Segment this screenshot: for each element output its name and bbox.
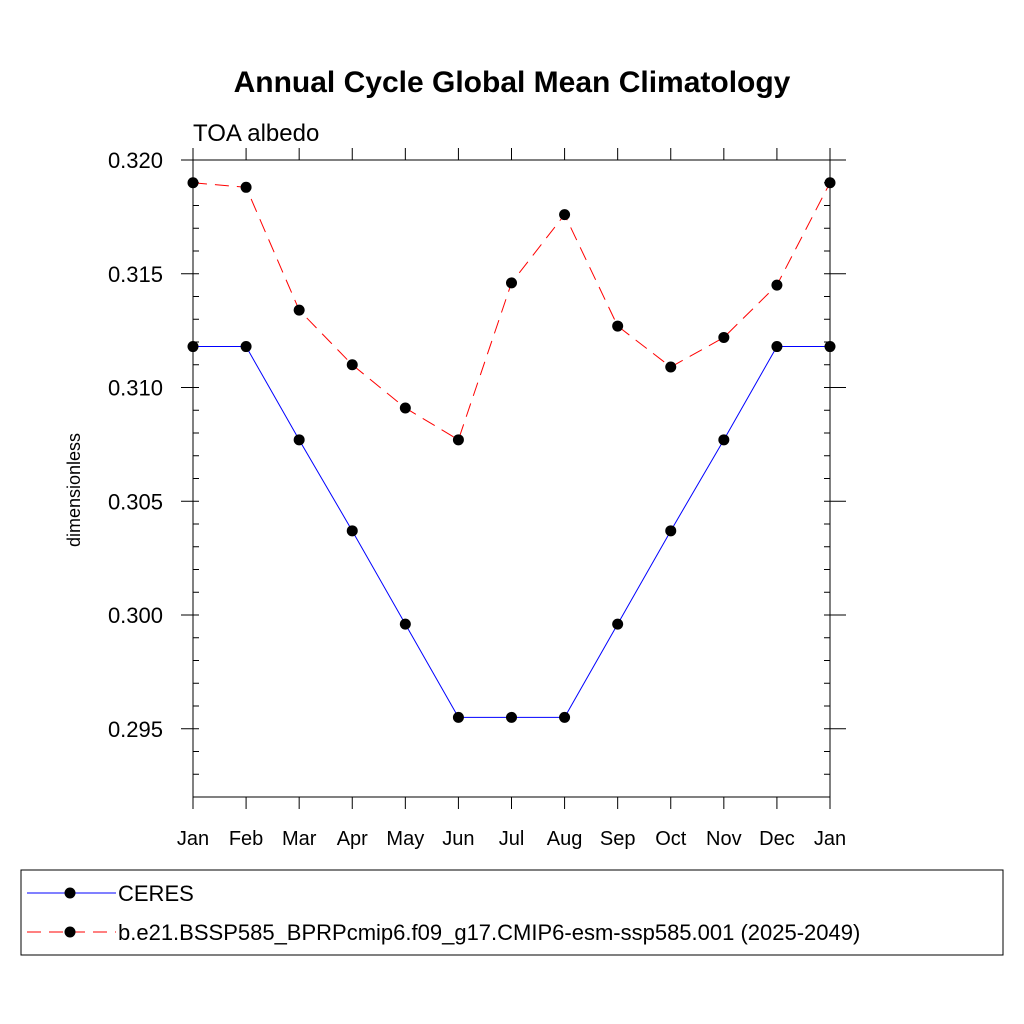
y-axis-label: dimensionless xyxy=(64,433,84,547)
x-tick-label: Sep xyxy=(600,828,636,850)
x-tick-label: Jun xyxy=(442,828,474,850)
x-tick-label: Apr xyxy=(337,828,368,850)
legend-marker-1 xyxy=(64,887,76,899)
series-2-point xyxy=(346,359,358,371)
x-tick-label: Oct xyxy=(655,828,687,850)
series-2-point xyxy=(399,402,411,414)
y-tick-label: 0.305 xyxy=(108,489,163,514)
x-tick-label: Jan xyxy=(814,828,846,850)
series-1-point xyxy=(452,711,464,723)
legend: CERES b.e21.BSSP585_BPRPcmip6.f09_g17.CMI… xyxy=(27,881,860,945)
y-tick-label: 0.300 xyxy=(108,603,163,628)
series-1-point xyxy=(824,341,836,353)
x-tick-label: Feb xyxy=(229,828,263,850)
series-line-1 xyxy=(193,346,830,718)
series-line-2 xyxy=(192,182,831,441)
x-tick-label: Dec xyxy=(759,828,795,850)
chart-subtitle: TOA albedo xyxy=(193,120,319,147)
series-2-point xyxy=(718,331,730,343)
series-1-point xyxy=(399,618,411,630)
series-2-point xyxy=(506,277,517,289)
series-1-point xyxy=(506,711,517,723)
chart-title: Annual Cycle Global Mean Climatology xyxy=(234,66,791,99)
series-2-point xyxy=(559,209,571,221)
series-1-point xyxy=(718,434,730,446)
series-2-point xyxy=(665,361,677,373)
series-1-point xyxy=(665,525,677,537)
legend-label-1: CERES xyxy=(118,881,194,906)
legend-box xyxy=(20,869,1004,956)
series-1-point xyxy=(612,618,624,630)
legend-label-2: b.e21.BSSP585_BPRPcmip6.f09_g17.CMIP6-es… xyxy=(118,920,860,945)
series-layer xyxy=(187,177,836,723)
series-1-point xyxy=(346,525,358,537)
series-1-point xyxy=(187,341,199,353)
series-2-point xyxy=(824,177,836,189)
series-1-point xyxy=(240,341,252,353)
series-1-point xyxy=(293,434,305,446)
y-tick-label: 0.310 xyxy=(108,376,163,401)
x-tick-label: Jul xyxy=(499,828,525,850)
x-tick-label: Mar xyxy=(282,828,317,850)
series-2-point xyxy=(187,177,199,189)
x-tick-label: Jan xyxy=(177,828,209,850)
series-2-point xyxy=(452,434,464,446)
series-1-point xyxy=(771,341,783,353)
y-tick-label: 0.315 xyxy=(108,262,163,287)
series-2-point xyxy=(771,279,783,291)
x-tick-label: Nov xyxy=(706,828,742,850)
series-2-point xyxy=(240,181,252,193)
x-tick-label: Aug xyxy=(547,828,583,850)
y-tick-label: 0.320 xyxy=(108,148,163,173)
series-2-point xyxy=(293,304,305,316)
series-1-point xyxy=(559,711,571,723)
y-tick-label: 0.295 xyxy=(108,717,163,742)
plot-axes: Jan Feb Mar Apr May Jun Jul Aug Sep Oct Nov Dec Jan 0… xyxy=(108,148,846,850)
series-2-point xyxy=(612,320,624,332)
x-tick-label: May xyxy=(386,828,424,850)
legend-marker-2 xyxy=(64,926,76,938)
plot-frame xyxy=(192,159,831,798)
